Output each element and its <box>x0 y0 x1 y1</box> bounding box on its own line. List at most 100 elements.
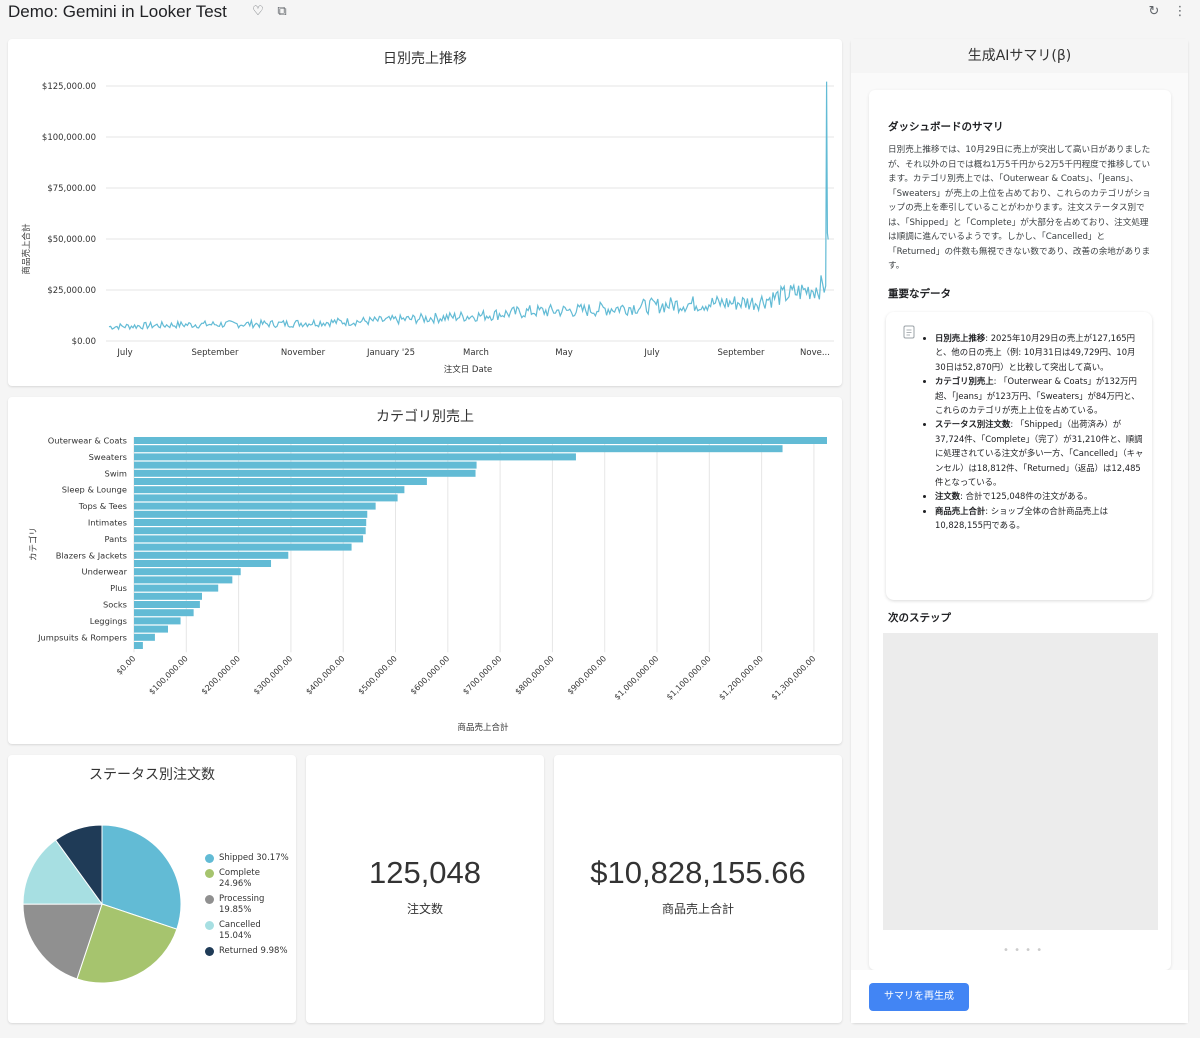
x-tick-label: $1,000,000.00 <box>613 654 661 702</box>
category-bar <box>134 510 368 518</box>
x-tick-label: $0.00 <box>115 654 138 677</box>
category-sales-chart: カテゴリ 商品売上合計 $0.00 $100,000.00 $200,000.00 $… <box>28 436 827 733</box>
category-bar <box>134 609 194 617</box>
status-pie-chart <box>22 824 182 984</box>
list-item: 注文数: 合計で125,048件の注文がある。 <box>935 489 1145 503</box>
y-tick-label: $125,000.00 <box>42 82 96 92</box>
x-tick-label: $800,000.00 <box>513 654 555 696</box>
category-bar <box>134 560 272 567</box>
heart-icon[interactable]: ♡ <box>252 4 264 19</box>
status-orders-title: ステータス別注文数 <box>89 767 215 783</box>
category-bar <box>134 642 143 649</box>
list-item: カテゴリ別売上: 「Outerwear & Coats」が132万円超、「Jea… <box>935 374 1145 417</box>
y-tick-label: Outerwear & Coats <box>48 436 127 446</box>
x-tick-label: January '25 <box>366 348 415 358</box>
y-tick-label: $50,000.00 <box>47 235 96 245</box>
pie-slice <box>54 824 103 906</box>
y-tick-label: Sleep & Lounge <box>62 485 127 495</box>
list-item-key: 商品売上合計 <box>935 505 986 516</box>
document-icon <box>903 325 915 339</box>
regenerate-summary-button[interactable]: サマリを再生成 <box>869 983 969 1011</box>
y-tick-label: $25,000.00 <box>47 286 96 296</box>
category-sales-title: カテゴリ別売上 <box>376 409 474 425</box>
y-tick-label: Tops & Tees <box>78 501 127 511</box>
category-bar <box>134 584 219 592</box>
y-axis-title: 商品売上合計 <box>21 223 32 275</box>
y-tick-label: $75,000.00 <box>47 184 96 194</box>
legend-item-cancelled: Cancelled 15.04% <box>205 920 295 942</box>
legend-label: Complete 24.96% <box>219 868 260 889</box>
y-tick-label: Blazers & Jackets <box>56 550 127 560</box>
orders-kpi-value: 125,048 <box>368 855 482 890</box>
y-tick-label: $0.00 <box>72 337 96 347</box>
x-tick-label: November <box>281 348 326 358</box>
y-tick-label: Socks <box>103 600 127 610</box>
list-item-key: 日別売上推移 <box>935 333 986 343</box>
y-tick-label: Sweaters <box>89 452 127 462</box>
legend-item-shipped: Shipped 30.17% <box>205 853 295 864</box>
x-tick-label: September <box>192 348 239 358</box>
category-bar <box>134 551 289 559</box>
legend-swatch <box>205 869 214 878</box>
x-tick-label: July <box>643 348 659 358</box>
key-data-box <box>886 312 1152 600</box>
y-axis-title: カテゴリ <box>28 527 39 561</box>
x-tick-label: March <box>463 348 489 358</box>
category-bar <box>134 453 576 461</box>
legend-label: Processing 19.85% <box>219 894 265 915</box>
x-axis-title: 注文日 Date <box>444 364 493 375</box>
x-tick-label: $900,000.00 <box>566 654 608 696</box>
list-item-text: : 「Shipped」（出荷済み）が37,724件、「Complete」（完了）… <box>935 419 1144 488</box>
sales-kpi-label: 商品売上合計 <box>661 902 734 916</box>
y-tick-label: Underwear <box>82 567 128 577</box>
category-bar <box>134 494 398 502</box>
list-item-key: ステータス別注文数 <box>935 419 1011 430</box>
category-bar <box>134 625 168 633</box>
x-tick-label: $100,000.00 <box>147 654 189 696</box>
y-tick-label: Swim <box>105 468 127 478</box>
orders-kpi-tile: 125,048 注文数 <box>306 755 544 1023</box>
list-item-text: : 2025年10月29日の売上が127,165円と、他の日の売上（例: 10月… <box>935 333 1136 372</box>
dashboard-title: Demo: Gemini in Looker Test <box>8 2 227 21</box>
category-bar <box>134 469 476 477</box>
category-bar <box>134 478 427 485</box>
next-steps-heading: 次のステップ <box>888 612 951 624</box>
y-tick-label: Plus <box>110 583 127 593</box>
sales-kpi-tile: $10,828,155.66 商品売上合計 <box>554 755 842 1023</box>
category-bar <box>134 445 783 453</box>
more-vert-icon[interactable]: ⋮ <box>1173 4 1187 19</box>
legend-label: Cancelled 15.04% <box>219 920 261 941</box>
category-bar <box>134 527 366 535</box>
pie-slice <box>76 903 178 984</box>
pie-slice <box>101 824 182 930</box>
category-bar <box>134 519 367 526</box>
legend-item-processing: Processing 19.85% <box>205 894 295 916</box>
refresh-icon[interactable]: ↻ <box>1148 4 1160 19</box>
header-actions: ↻ ⋮ <box>1146 4 1188 20</box>
list-item-key: カテゴリ別売上 <box>935 376 994 387</box>
category-bar <box>134 601 200 608</box>
x-tick-label: $300,000.00 <box>252 654 294 696</box>
sales-kpi-value: $10,828,155.66 <box>590 855 806 890</box>
daily-sales-line <box>108 81 829 331</box>
category-bar <box>134 592 202 600</box>
dashboard-header: Demo: Gemini in Looker Test ♡ ⧉ ↻ ⋮ <box>0 0 1200 32</box>
summary-text: 日別売上推移では、10月29日に売上が突出して高い日がありましたが、それ以外の日… <box>888 145 1151 271</box>
pie-slice <box>22 839 103 905</box>
x-axis-title: 商品売上合計 <box>457 722 509 733</box>
copy-icon[interactable]: ⧉ <box>277 4 287 19</box>
y-tick-label: Intimates <box>88 518 127 528</box>
ai-summary-title: 生成AIサマリ(β) <box>851 39 1188 73</box>
category-bar <box>134 437 827 444</box>
key-data-heading: 重要なデータ <box>888 288 951 300</box>
list-item-text: : 合計で125,048件の注文がある。 <box>960 491 1093 502</box>
y-tick-label: Leggings <box>90 616 127 626</box>
list-item: 日別売上推移: 2025年10月29日の売上が127,165円と、他の日の売上（… <box>935 331 1145 374</box>
category-bar <box>134 543 352 551</box>
category-bar <box>134 617 181 625</box>
category-bar <box>134 633 155 641</box>
next-steps-placeholder <box>883 633 1158 930</box>
y-tick-label: Pants <box>104 534 127 544</box>
list-item-key: 注文数 <box>935 491 961 502</box>
x-tick-label: $200,000.00 <box>200 654 242 696</box>
